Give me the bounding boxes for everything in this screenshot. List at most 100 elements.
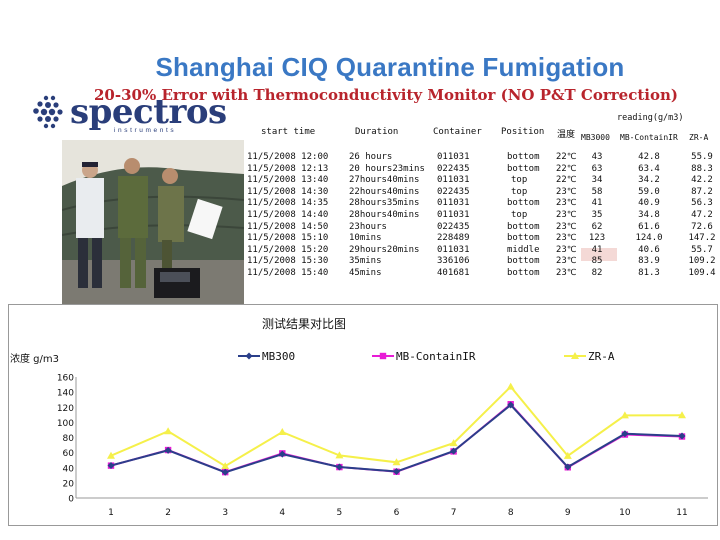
col-header-mb-containir: MB-ContainIR xyxy=(620,133,678,142)
table-cell-temperature: 23℃ xyxy=(556,186,577,197)
table-cell-mb-containir: 124.0 xyxy=(635,233,663,244)
table-cell-container: 011031 xyxy=(437,175,470,186)
table-cell-mb-containir: 40.6 xyxy=(638,244,660,255)
data-point-series-1 xyxy=(678,432,686,440)
table-cell-temperature: 23℃ xyxy=(556,210,577,220)
col-header-mb3000: MB3000 xyxy=(581,133,610,142)
data-point-series-1 xyxy=(164,446,172,454)
x-tick-label: 11 xyxy=(676,508,687,518)
table-cell-mb-containir: 59.0 xyxy=(638,186,660,197)
table-cell-temperature: 23℃ xyxy=(556,233,577,244)
page-title: Shanghai CIQ Quarantine Fumigation xyxy=(155,52,625,82)
y-tick-label: 40 xyxy=(63,464,75,474)
table-cell-zr-a: 109.4 xyxy=(688,268,716,278)
table-cell-temperature: 23℃ xyxy=(556,221,577,232)
data-point-series-1 xyxy=(621,430,629,438)
y-axis-label: 浓度 g/m3 xyxy=(10,352,59,365)
table-cell-zr-a: 47.2 xyxy=(691,210,713,220)
table-cell-temperature: 23℃ xyxy=(556,244,577,255)
data-point-series-3 xyxy=(221,462,230,470)
table-cell-mb-containir: 34.8 xyxy=(638,210,660,220)
table-cell-mb-containir: 40.9 xyxy=(638,198,660,209)
chart-title: 测试结果对比图 xyxy=(262,316,346,331)
x-tick-label: 6 xyxy=(394,508,400,518)
table-cell-zr-a: 109.2 xyxy=(688,256,716,267)
table-cell-temperature: 22℃ xyxy=(556,175,577,186)
y-tick-label: 120 xyxy=(57,404,74,414)
data-point-series-3 xyxy=(449,439,458,447)
table-cell-position: bottom xyxy=(507,256,540,267)
table-cell-position: middle xyxy=(507,244,540,255)
x-tick-label: 5 xyxy=(337,508,343,518)
highlight-cell xyxy=(581,248,617,261)
data-point-series-3 xyxy=(278,428,287,436)
data-point-series-3 xyxy=(107,451,115,459)
legend-marker-2 xyxy=(379,352,387,360)
table-cell-duration: 35mins xyxy=(349,256,382,267)
table-cell-start-time: 11/5/2008 15:30 xyxy=(247,256,329,267)
table-cell-position: bottom xyxy=(507,233,540,244)
x-tick-label: 2 xyxy=(165,508,171,518)
y-tick-label: 20 xyxy=(63,479,75,489)
y-tick-label: 60 xyxy=(63,449,75,459)
table-cell-temperature: 23℃ xyxy=(556,198,577,209)
table-cell-start-time: 11/5/2008 15:10 xyxy=(247,233,329,244)
y-tick-label: 160 xyxy=(57,374,74,384)
y-tick-label: 140 xyxy=(57,389,74,399)
data-point-series-3 xyxy=(392,458,401,466)
legend-label-1: MB300 xyxy=(262,350,295,363)
x-tick-label: 8 xyxy=(508,508,514,518)
col-header-zr-a: ZR-A xyxy=(689,133,709,142)
table-cell-duration: 26 hours xyxy=(349,152,393,162)
table-cell-zr-a: 88.3 xyxy=(691,163,713,174)
page-subtitle: 20-30% Error with Thermoconductivity Mon… xyxy=(94,86,678,104)
logo-wordmark: spectros xyxy=(70,92,227,132)
table-cell-position: bottom xyxy=(507,152,540,162)
table-cell-duration: 10mins xyxy=(349,233,382,244)
legend-marker-1 xyxy=(245,352,253,360)
table-cell-duration: 22hours40mins xyxy=(349,186,420,197)
table-cell-start-time: 11/5/2008 15:40 xyxy=(247,268,329,278)
table-cell-position: bottom xyxy=(507,268,540,278)
table-cell-mb3000: 58 xyxy=(591,186,603,197)
table-cell-temperature: 22℃ xyxy=(556,152,577,162)
table-cell-position: top xyxy=(511,210,528,220)
table-cell-temperature: 23℃ xyxy=(556,256,577,267)
results-table: reading(g/m3) start time Duration Container… xyxy=(245,110,716,306)
legend-label-3: ZR-A xyxy=(588,350,615,363)
legend-marker-3 xyxy=(571,352,579,359)
table-cell-mb-containir: 42.8 xyxy=(638,152,660,162)
data-point-series-1 xyxy=(335,463,343,471)
table-cell-start-time: 11/5/2008 12:00 xyxy=(247,152,329,162)
data-point-series-1 xyxy=(221,468,229,476)
data-point-series-1 xyxy=(393,468,400,476)
data-point-series-1 xyxy=(564,463,572,471)
table-cell-container: 011031 xyxy=(437,198,470,209)
col-header-start-time: start time xyxy=(261,127,316,137)
table-cell-mb3000: 41 xyxy=(591,244,603,255)
x-tick-label: 3 xyxy=(222,508,228,518)
table-cell-start-time: 11/5/2008 14:40 xyxy=(247,210,329,220)
table-cell-mb3000: 35 xyxy=(591,210,603,220)
table-cell-position: bottom xyxy=(507,198,540,209)
col-header-temperature: 温度 xyxy=(557,130,576,140)
table-cell-mb-containir: 34.2 xyxy=(638,175,660,186)
data-point-series-3 xyxy=(506,382,515,390)
table-cell-container: 022435 xyxy=(437,186,470,197)
table-cell-mb3000: 62 xyxy=(591,221,603,232)
col-header-duration: Duration xyxy=(355,127,399,137)
table-cell-position: top xyxy=(511,175,528,186)
table-cell-start-time: 11/5/2008 14:35 xyxy=(247,198,329,209)
data-point-series-3 xyxy=(620,411,629,419)
table-cell-mb3000: 41 xyxy=(591,198,603,209)
table-cell-container: 336106 xyxy=(437,256,470,267)
x-tick-label: 1 xyxy=(108,508,114,518)
table-cell-zr-a: 42.2 xyxy=(691,175,713,186)
fumigation-photo xyxy=(62,140,244,304)
col-header-container: Container xyxy=(433,127,482,137)
table-cell-duration: 28hours40mins xyxy=(349,210,420,220)
reading-label: reading(g/m3) xyxy=(617,113,684,123)
table-cell-mb-containir: 63.4 xyxy=(638,163,660,174)
data-point-series-1 xyxy=(507,401,515,409)
chart-frame xyxy=(8,304,718,526)
